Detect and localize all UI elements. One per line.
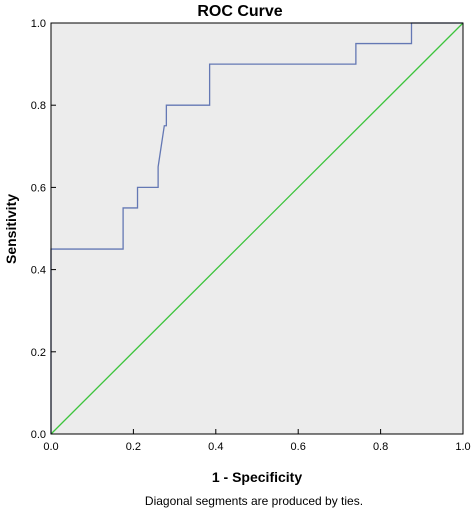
x-tick-label: 1.0 [455,441,470,453]
y-tick-label: 0.8 [31,100,46,112]
y-tick-label: 0.4 [31,265,46,277]
chart-footnote: Diagonal segments are produced by ties. [145,494,363,508]
x-tick-label: 0.8 [373,441,388,453]
chart-title: ROC Curve [197,3,282,20]
x-axis-label: 1 - Specificity [212,469,302,485]
x-axis-ticks: 0.0 0.2 0.4 0.6 0.8 1.0 [43,429,471,453]
roc-curve-line [50,22,463,434]
x-tick-label: 0.2 [126,441,141,453]
x-tick-label: 0.6 [291,441,306,453]
series-layer [50,22,464,435]
y-axis-label: Sensitivity [3,194,19,264]
y-tick-label: 0.2 [31,347,46,359]
y-tick-label: 0.0 [31,429,46,441]
y-tick-label: 0.6 [31,182,46,194]
y-tick-label: 1.0 [31,18,46,30]
diagonal-reference-line [50,22,464,435]
x-tick-label: 0.0 [43,441,58,453]
x-tick-label: 0.4 [208,441,223,453]
plot-frame [50,22,464,435]
y-axis-ticks: 0.0 0.2 0.4 0.6 0.8 1.0 [31,18,56,441]
